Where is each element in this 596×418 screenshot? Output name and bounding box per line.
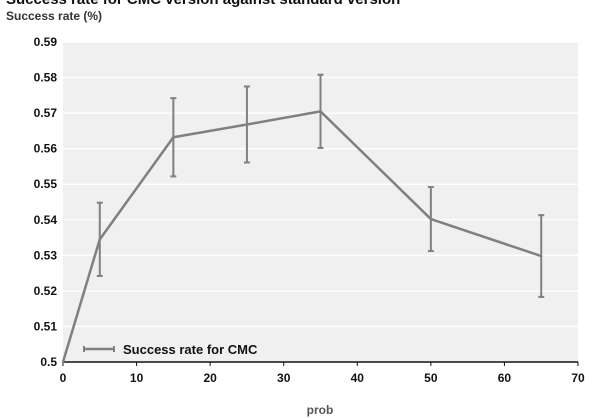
x-axis-label: prob: [307, 403, 334, 417]
y-tick-label: 0.56: [34, 142, 58, 156]
x-tick-label: 30: [277, 371, 291, 385]
y-tick-label: 0.52: [34, 284, 58, 298]
x-axis-ticks: 0 10 20 30 40 50 60 70: [60, 362, 585, 385]
x-tick-label: 10: [130, 371, 144, 385]
y-tick-label: 0.53: [34, 248, 58, 262]
y-tick-label: 0.58: [34, 71, 58, 85]
data-point: [61, 360, 65, 364]
legend: Success rate for CMC: [83, 342, 258, 357]
y-axis-ticks: 0.5 0.51 0.52 0.53 0.54 0.55 0.56 0.57 0.58 0.59: [34, 35, 58, 369]
x-tick-label: 70: [571, 371, 585, 385]
data-point: [172, 136, 175, 139]
y-tick-label: 0.5: [40, 355, 57, 369]
series-layer: [61, 73, 545, 364]
data-point: [98, 238, 101, 241]
chart-subtitle: Success rate (%): [6, 9, 103, 23]
data-point: [540, 254, 543, 258]
x-tick-label: 60: [498, 371, 512, 385]
y-tick-label: 0.59: [34, 35, 58, 49]
data-point: [319, 110, 322, 113]
data-point: [245, 123, 249, 126]
x-tick-label: 40: [351, 371, 365, 385]
y-tick-label: 0.54: [34, 213, 58, 227]
y-tick-label: 0.57: [34, 106, 58, 120]
series-0: [61, 73, 545, 364]
y-tick-label: 0.55: [34, 177, 58, 191]
x-tick-label: 0: [60, 371, 67, 385]
chart-title: Success rate for CMC version against sta…: [6, 0, 400, 8]
legend-label: Success rate for CMC: [123, 342, 258, 357]
x-tick-label: 20: [203, 371, 217, 385]
x-tick-label: 50: [424, 371, 438, 385]
y-tick-label: 0.51: [34, 319, 58, 333]
data-point: [429, 217, 433, 221]
